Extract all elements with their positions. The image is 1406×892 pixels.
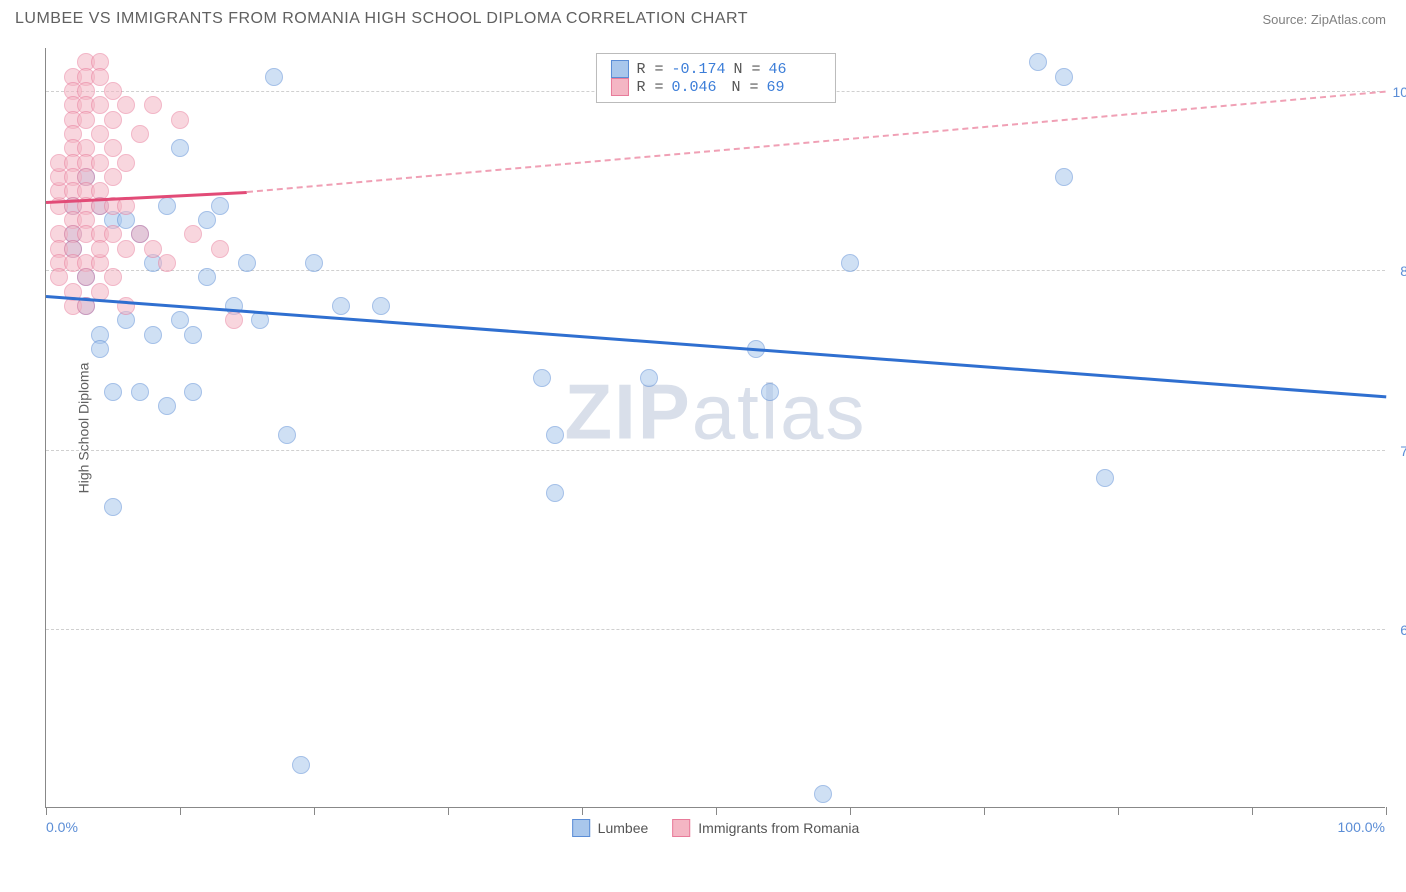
x-tick bbox=[716, 807, 717, 815]
data-point bbox=[761, 383, 779, 401]
legend-label-series1: Lumbee bbox=[598, 820, 649, 836]
data-point bbox=[640, 369, 658, 387]
data-point bbox=[1055, 168, 1073, 186]
x-tick bbox=[46, 807, 47, 815]
x-tick bbox=[1386, 807, 1387, 815]
correlation-stats-box: R =-0.174 N =46 R =0.046 N =69 bbox=[595, 53, 835, 103]
data-point bbox=[104, 111, 122, 129]
y-tick-label: 62.5% bbox=[1400, 622, 1406, 638]
source-attribution: Source: ZipAtlas.com bbox=[1262, 12, 1386, 27]
x-tick bbox=[582, 807, 583, 815]
data-point bbox=[104, 139, 122, 157]
data-point bbox=[91, 68, 109, 86]
data-point bbox=[265, 68, 283, 86]
y-axis-label: High School Diploma bbox=[75, 362, 91, 493]
data-point bbox=[211, 197, 229, 215]
y-tick-label: 87.5% bbox=[1400, 263, 1406, 279]
stats-row-series1: R =-0.174 N =46 bbox=[610, 60, 820, 78]
data-point bbox=[533, 369, 551, 387]
data-point bbox=[104, 168, 122, 186]
data-point bbox=[131, 383, 149, 401]
data-point bbox=[1055, 68, 1073, 86]
data-point bbox=[171, 311, 189, 329]
data-point bbox=[77, 111, 95, 129]
data-point bbox=[198, 268, 216, 286]
legend-item-series2: Immigrants from Romania bbox=[672, 819, 859, 837]
data-point bbox=[131, 225, 149, 243]
y-tick-label: 75.0% bbox=[1400, 443, 1406, 459]
trend-line bbox=[247, 91, 1386, 193]
legend-swatch-series2 bbox=[672, 819, 690, 837]
x-tick bbox=[1252, 807, 1253, 815]
data-point bbox=[184, 383, 202, 401]
data-point bbox=[77, 268, 95, 286]
data-point bbox=[50, 268, 68, 286]
data-point bbox=[117, 154, 135, 172]
data-point bbox=[184, 225, 202, 243]
data-point bbox=[104, 225, 122, 243]
data-point bbox=[144, 326, 162, 344]
data-point bbox=[251, 311, 269, 329]
data-point bbox=[211, 240, 229, 258]
data-point bbox=[225, 311, 243, 329]
data-point bbox=[171, 111, 189, 129]
chart-title: LUMBEE VS IMMIGRANTS FROM ROMANIA HIGH S… bbox=[15, 10, 748, 28]
y-tick-label: 100.0% bbox=[1393, 84, 1406, 100]
legend-label-series2: Immigrants from Romania bbox=[698, 820, 859, 836]
gridline: 75.0% bbox=[46, 450, 1385, 451]
data-point bbox=[117, 96, 135, 114]
x-tick bbox=[448, 807, 449, 815]
data-point bbox=[158, 397, 176, 415]
stats-row-series2: R =0.046 N =69 bbox=[610, 78, 820, 96]
data-point bbox=[91, 125, 109, 143]
data-point bbox=[131, 125, 149, 143]
x-axis-min-label: 0.0% bbox=[46, 819, 78, 835]
data-point bbox=[91, 154, 109, 172]
x-tick bbox=[984, 807, 985, 815]
legend-item-series1: Lumbee bbox=[572, 819, 649, 837]
data-point bbox=[91, 96, 109, 114]
data-point bbox=[104, 268, 122, 286]
data-point bbox=[171, 139, 189, 157]
data-point bbox=[814, 785, 832, 803]
legend: Lumbee Immigrants from Romania bbox=[572, 819, 860, 837]
data-point bbox=[278, 426, 296, 444]
x-tick bbox=[1118, 807, 1119, 815]
data-point bbox=[158, 197, 176, 215]
gridline: 62.5% bbox=[46, 629, 1385, 630]
data-point bbox=[198, 211, 216, 229]
data-point bbox=[158, 254, 176, 272]
data-point bbox=[332, 297, 350, 315]
data-point bbox=[305, 254, 323, 272]
data-point bbox=[1096, 469, 1114, 487]
data-point bbox=[104, 383, 122, 401]
legend-swatch-series1 bbox=[572, 819, 590, 837]
data-point bbox=[238, 254, 256, 272]
x-tick bbox=[850, 807, 851, 815]
swatch-series1 bbox=[610, 60, 628, 78]
data-point bbox=[104, 498, 122, 516]
scatter-chart: High School Diploma ZIPatlas 62.5%75.0%8… bbox=[45, 48, 1385, 808]
data-point bbox=[184, 326, 202, 344]
data-point bbox=[372, 297, 390, 315]
data-point bbox=[546, 426, 564, 444]
data-point bbox=[144, 96, 162, 114]
data-point bbox=[91, 340, 109, 358]
data-point bbox=[1029, 53, 1047, 71]
data-point bbox=[546, 484, 564, 502]
watermark-text: ZIPatlas bbox=[564, 367, 866, 458]
data-point bbox=[117, 240, 135, 258]
trend-line bbox=[46, 295, 1386, 398]
x-axis-max-label: 100.0% bbox=[1338, 819, 1385, 835]
data-point bbox=[841, 254, 859, 272]
x-tick bbox=[314, 807, 315, 815]
swatch-series2 bbox=[610, 78, 628, 96]
data-point bbox=[104, 82, 122, 100]
data-point bbox=[144, 240, 162, 258]
data-point bbox=[91, 240, 109, 258]
x-tick bbox=[180, 807, 181, 815]
data-point bbox=[292, 756, 310, 774]
